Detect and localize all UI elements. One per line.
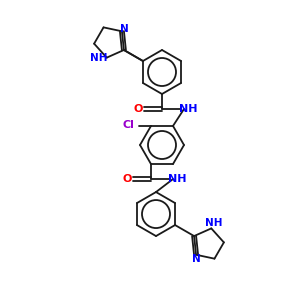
Text: NH: NH bbox=[90, 53, 107, 63]
Text: NH: NH bbox=[179, 104, 197, 114]
Text: NH: NH bbox=[205, 218, 222, 228]
Text: NH: NH bbox=[168, 174, 186, 184]
Text: Cl: Cl bbox=[122, 120, 134, 130]
Text: N: N bbox=[192, 254, 200, 264]
Text: O: O bbox=[122, 174, 132, 184]
Text: O: O bbox=[133, 104, 143, 114]
Text: N: N bbox=[120, 24, 128, 34]
